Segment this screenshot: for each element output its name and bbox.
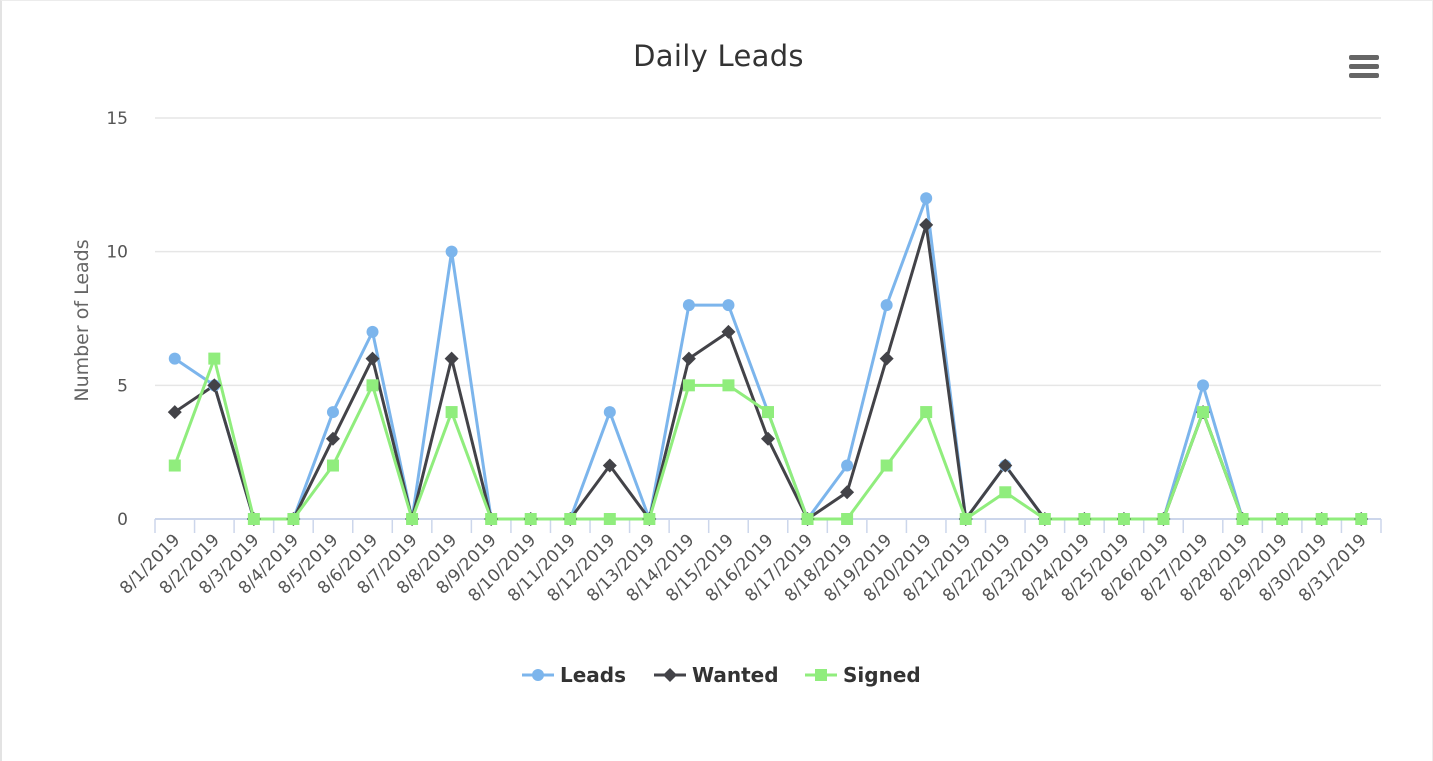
data-point-signed[interactable]	[762, 406, 774, 419]
data-point-signed[interactable]	[1157, 513, 1170, 525]
legend-item-leads[interactable]: Leads	[560, 663, 626, 687]
data-point-signed[interactable]	[801, 513, 814, 525]
data-point-wanted[interactable]	[325, 431, 340, 446]
data-point-signed[interactable]	[1078, 513, 1091, 525]
legend-item-wanted[interactable]: Wanted	[692, 663, 779, 687]
data-point-wanted[interactable]	[761, 431, 775, 446]
data-point-leads[interactable]	[841, 459, 854, 472]
y-tick-label: 5	[117, 376, 128, 396]
data-point-leads[interactable]	[722, 299, 735, 312]
data-point-signed[interactable]	[1117, 513, 1130, 525]
legend-marker-wanted[interactable]	[663, 668, 677, 682]
data-point-wanted[interactable]	[721, 324, 736, 339]
data-point-signed[interactable]	[603, 513, 616, 525]
data-point-signed[interactable]	[326, 459, 339, 472]
data-point-wanted[interactable]	[167, 405, 182, 420]
series-line-leads	[173, 196, 1363, 521]
data-point-signed[interactable]	[406, 513, 419, 525]
data-point-wanted[interactable]	[365, 351, 380, 366]
data-point-signed[interactable]	[959, 513, 972, 525]
chart-title: Daily Leads	[633, 39, 804, 73]
data-point-signed[interactable]	[999, 486, 1012, 499]
data-point-leads[interactable]	[326, 406, 339, 419]
data-point-signed[interactable]	[920, 406, 933, 419]
data-point-leads[interactable]	[880, 299, 893, 312]
data-point-signed[interactable]	[485, 513, 498, 525]
data-point-wanted[interactable]	[919, 217, 934, 232]
data-point-signed[interactable]	[445, 406, 458, 419]
data-point-signed[interactable]	[841, 513, 854, 525]
y-tick-label: 10	[106, 243, 128, 263]
data-point-signed[interactable]	[880, 459, 893, 472]
data-point-leads[interactable]	[1197, 379, 1210, 392]
data-point-wanted[interactable]	[998, 458, 1013, 473]
data-point-leads[interactable]	[366, 325, 379, 338]
y-axis-title: Number of Leads	[71, 239, 93, 401]
data-point-leads[interactable]	[168, 352, 181, 365]
data-point-signed[interactable]	[1038, 513, 1051, 525]
data-point-wanted[interactable]	[602, 458, 617, 473]
y-tick-label: 0	[117, 510, 128, 530]
data-point-signed[interactable]	[1236, 513, 1249, 525]
data-point-wanted[interactable]	[840, 485, 855, 500]
data-point-wanted[interactable]	[444, 351, 459, 366]
y-tick-label: 15	[106, 109, 128, 129]
data-point-signed[interactable]	[1276, 513, 1289, 525]
legend-item-signed[interactable]: Signed	[843, 663, 921, 687]
data-point-signed[interactable]	[247, 513, 260, 525]
data-point-signed[interactable]	[643, 513, 656, 525]
data-point-signed[interactable]	[682, 379, 695, 392]
data-point-signed[interactable]	[524, 513, 537, 525]
data-point-leads[interactable]	[920, 192, 933, 205]
legend-marker-signed[interactable]	[815, 669, 827, 681]
data-point-signed[interactable]	[366, 379, 379, 392]
data-point-wanted[interactable]	[681, 351, 696, 366]
data-point-signed[interactable]	[168, 459, 181, 472]
data-point-signed[interactable]	[208, 352, 221, 365]
data-point-wanted[interactable]	[879, 351, 894, 366]
data-point-wanted[interactable]	[207, 378, 222, 393]
data-point-signed[interactable]	[1355, 513, 1368, 525]
data-point-leads[interactable]	[682, 299, 695, 312]
data-point-signed[interactable]	[287, 513, 300, 525]
legend-marker-leads[interactable]	[532, 669, 544, 681]
data-point-signed[interactable]	[1197, 406, 1210, 419]
data-point-leads[interactable]	[603, 406, 616, 419]
data-point-signed[interactable]	[1315, 513, 1328, 525]
data-point-signed[interactable]	[564, 513, 577, 525]
hamburger-menu-icon[interactable]	[1346, 51, 1382, 83]
data-point-signed[interactable]	[722, 379, 735, 392]
data-point-leads[interactable]	[445, 245, 458, 258]
